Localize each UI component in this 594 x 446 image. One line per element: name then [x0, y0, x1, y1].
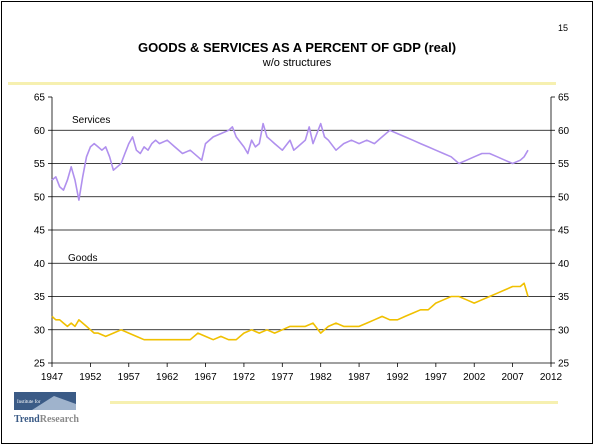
x-tick-label-1987: 1987 — [348, 372, 371, 383]
y-tick-label-left-60: 60 — [34, 126, 46, 137]
top-divider — [8, 82, 556, 85]
chart-title: GOODS & SERVICES AS A PERCENT OF GDP (re… — [137, 40, 457, 55]
x-tick-label-1957: 1957 — [118, 372, 141, 383]
x-tick-label-2012: 2012 — [540, 372, 563, 383]
x-tick-label-2002: 2002 — [463, 372, 486, 383]
y-tick-label-right-55: 55 — [558, 159, 570, 170]
y-tick-label-right-30: 30 — [558, 325, 570, 336]
y-axis-left: 25 30 35 40 45 50 55 60 65 — [34, 93, 53, 370]
y-tick-label-right-45: 45 — [558, 226, 570, 237]
y-tick-label-left-35: 35 — [34, 292, 46, 303]
x-tick-label-1982: 1982 — [310, 372, 333, 383]
y-tick-label-right-65: 65 — [558, 93, 570, 104]
y-tick-label-right-40: 40 — [558, 259, 570, 270]
y-tick-label-left-45: 45 — [34, 226, 46, 237]
x-tick-label-1947: 1947 — [41, 372, 64, 383]
x-tick-label-1977: 1977 — [271, 372, 294, 383]
x-tick-label-1997: 1997 — [425, 372, 448, 383]
x-tick-label-1992: 1992 — [386, 372, 409, 383]
logo-trend-shape — [32, 396, 76, 410]
x-tick-label-1952: 1952 — [79, 372, 102, 383]
bottom-divider — [110, 401, 558, 404]
x-axis: 1947 1952 1957 1962 1967 1972 1977 1982 1987 1992… — [41, 362, 563, 383]
x-tick-label-2007: 2007 — [501, 372, 524, 383]
y-tick-label-right-35: 35 — [558, 292, 570, 303]
y-tick-label-right-50: 50 — [558, 192, 570, 203]
x-tick-label-1967: 1967 — [194, 372, 217, 383]
series-line-goods — [51, 282, 529, 341]
series-lines — [51, 122, 529, 341]
y-tick-label-left-50: 50 — [34, 192, 46, 203]
y-tick-label-left-25: 25 — [34, 359, 46, 370]
series-label-services: Services — [72, 115, 110, 126]
y-tick-label-left-40: 40 — [34, 259, 46, 270]
gridlines — [52, 129, 551, 331]
x-tick-label-1962: 1962 — [156, 372, 179, 383]
y-tick-label-left-65: 65 — [34, 93, 46, 104]
chart-subtitle: w/o structures — [262, 57, 332, 69]
page-number: 15 — [557, 23, 568, 33]
y-axis-right: 25 30 35 40 45 50 55 60 65 — [550, 93, 570, 370]
y-tick-label-left-30: 30 — [34, 325, 46, 336]
logo-mark-icon: Institute for TrendResearch — [14, 392, 79, 425]
y-tick-label-right-60: 60 — [558, 126, 570, 137]
y-tick-label-right-25: 25 — [558, 359, 570, 370]
trend-research-logo: Institute for TrendResearch — [14, 392, 94, 431]
logo-top-text: Institute for — [17, 400, 41, 405]
x-tick-label-1972: 1972 — [233, 372, 256, 383]
series-line-services — [51, 122, 529, 201]
series-label-goods: Goods — [68, 253, 97, 264]
logo-brand-text: TrendResearch — [14, 414, 79, 425]
y-tick-label-left-55: 55 — [34, 159, 46, 170]
